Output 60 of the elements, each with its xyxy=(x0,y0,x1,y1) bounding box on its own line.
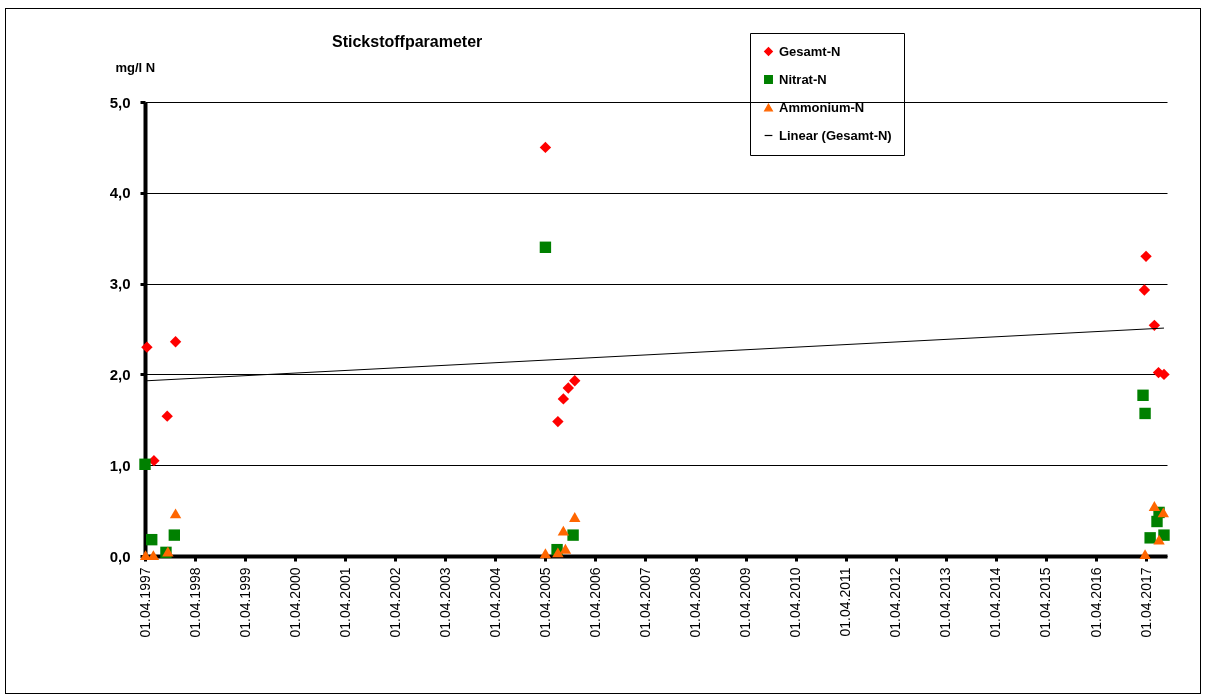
x-tick-label: 01.04.2002 xyxy=(386,567,403,638)
point xyxy=(569,512,581,522)
point xyxy=(552,415,564,428)
point xyxy=(1138,284,1151,296)
x-tick-label: 01.04.2007 xyxy=(636,567,653,638)
x-tick-label: 01.04.1997 xyxy=(136,567,153,638)
x-tick-label: 01.04.1999 xyxy=(236,567,253,638)
x-tick-label: 01.04.2003 xyxy=(436,567,453,638)
point xyxy=(161,410,173,422)
point xyxy=(169,336,182,348)
chart-title: Stickstoffparameter xyxy=(332,33,483,50)
point xyxy=(146,533,158,546)
point xyxy=(557,525,570,536)
point xyxy=(567,529,579,541)
x-tick-label: 01.04.2013 xyxy=(937,567,954,638)
point xyxy=(139,458,151,470)
x-tick-label: 01.04.2006 xyxy=(586,567,603,638)
x-tick-label: 01.04.2017 xyxy=(1137,567,1154,638)
y-tick-label: 0,0 xyxy=(109,547,131,565)
point xyxy=(1139,407,1151,420)
point xyxy=(1144,532,1156,544)
point xyxy=(1139,549,1151,560)
x-tick-label: 01.04.2016 xyxy=(1087,567,1104,638)
y-tick-label: 5,0 xyxy=(109,93,131,111)
x-tick-label: 01.04.2012 xyxy=(887,567,904,638)
x-tick-label: 01.04.2000 xyxy=(286,567,303,638)
x-tick-label: 01.04.2015 xyxy=(1037,567,1054,638)
point xyxy=(1137,389,1149,401)
legend-label: Ammonium-N xyxy=(779,99,865,115)
point xyxy=(141,341,153,353)
point xyxy=(557,393,570,405)
point xyxy=(559,543,572,554)
x-tick-label: 01.04.2011 xyxy=(837,567,854,637)
x-tick-label: 01.04.2001 xyxy=(336,567,353,638)
y-tick-label: 3,0 xyxy=(109,275,131,293)
point xyxy=(169,508,182,519)
x-tick-label: 01.04.2010 xyxy=(787,567,804,638)
point xyxy=(539,241,552,253)
point xyxy=(569,375,581,387)
y-tick-label: 2,0 xyxy=(109,365,131,383)
legend-label: Gesamt-N xyxy=(779,43,841,59)
x-tick-label: 01.04.1998 xyxy=(186,567,203,638)
y-tick-label: 1,0 xyxy=(109,456,131,474)
point xyxy=(1140,250,1152,263)
point xyxy=(1157,507,1169,518)
point xyxy=(168,529,181,541)
x-tick-label: 01.04.2004 xyxy=(486,567,503,638)
y-axis-title: mg/l N xyxy=(115,59,156,75)
point xyxy=(1148,501,1161,511)
x-tick-label: 01.04.2008 xyxy=(687,567,704,638)
legend-label: Linear (Gesamt-N) xyxy=(779,127,892,143)
x-tick-label: 01.04.2009 xyxy=(737,567,754,638)
point xyxy=(539,141,552,154)
point xyxy=(562,382,574,394)
point xyxy=(1153,534,1165,545)
x-tick-label: 01.04.2014 xyxy=(987,567,1004,638)
legend-label: Nitrat-N xyxy=(779,71,827,87)
point xyxy=(539,548,552,559)
x-tick-label: 01.04.2005 xyxy=(536,567,553,638)
y-tick-label: 4,0 xyxy=(109,184,131,202)
